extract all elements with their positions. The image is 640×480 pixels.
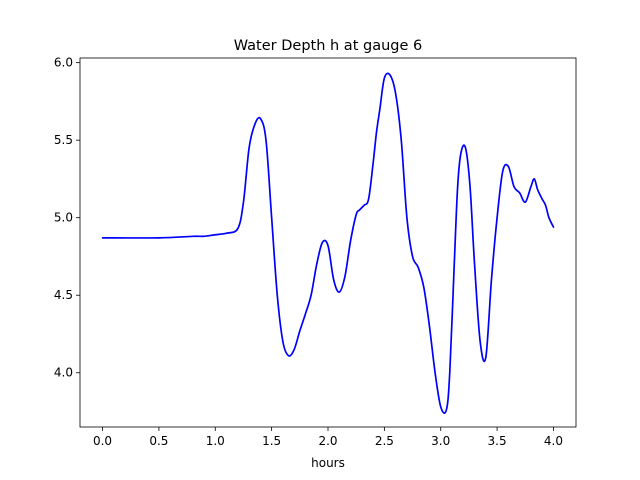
x-axis-label: hours (311, 456, 345, 470)
x-tick-label: 2.0 (318, 434, 337, 448)
x-tick-label: 4.0 (544, 434, 563, 448)
chart-title: Water Depth h at gauge 6 (234, 38, 422, 54)
x-tick-label: 3.0 (431, 434, 450, 448)
x-tick-label: 0.0 (93, 434, 112, 448)
y-tick-label: 4.0 (54, 366, 73, 380)
x-tick-label: 3.5 (488, 434, 507, 448)
y-tick-label: 6.0 (54, 56, 73, 70)
y-axis: 4.0 4.5 5.0 5.5 6.0 (54, 56, 80, 380)
x-tick-label: 2.5 (375, 434, 394, 448)
y-tick-label: 4.5 (54, 288, 73, 302)
y-tick-label: 5.0 (54, 211, 73, 225)
x-axis: 0.0 0.5 1.0 1.5 2.0 2.5 3.0 3.5 4.0 (93, 427, 563, 448)
x-tick-label: 1.0 (206, 434, 225, 448)
x-tick-label: 1.5 (262, 434, 281, 448)
y-tick-label: 5.5 (54, 133, 73, 147)
plot-area (101, 72, 555, 414)
series-line (101, 72, 555, 414)
x-tick-label: 0.5 (149, 434, 168, 448)
